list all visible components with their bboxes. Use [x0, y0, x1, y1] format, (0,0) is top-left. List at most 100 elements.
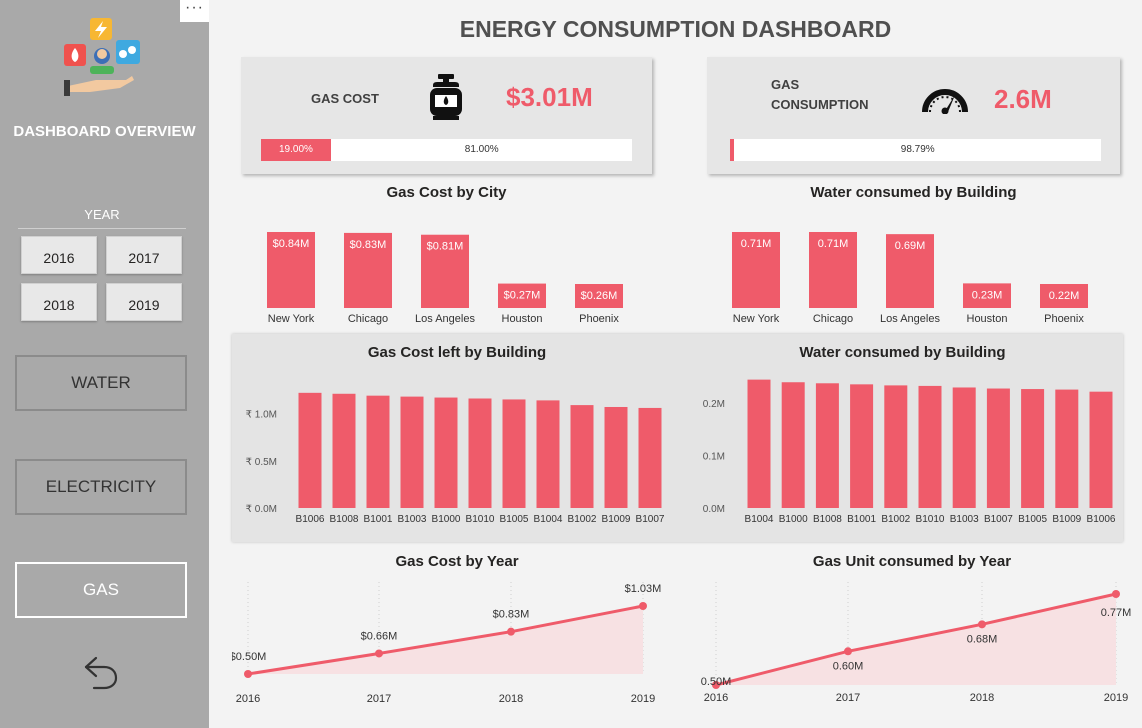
series-line [715, 592, 1117, 687]
gas-consumption-progress-fill [730, 139, 735, 161]
data-point [244, 670, 252, 678]
bar [267, 232, 315, 308]
x-tick-label: Los Angeles [880, 313, 940, 325]
x-tick-label: B1002 [881, 514, 910, 525]
bar [570, 405, 594, 508]
x-tick-label: 2018 [970, 692, 994, 704]
y-tick-label: ₹ 0.5M [246, 457, 277, 468]
page-title: ENERGY CONSUMPTION DASHBOARD [459, 16, 892, 42]
back-arrow-icon[interactable] [82, 652, 120, 690]
gas-consumption-value: 2.6M [994, 84, 1052, 114]
x-tick-label: B1010 [466, 514, 495, 525]
x-tick-label: Chicago [813, 313, 853, 325]
x-tick-label: B1003 [398, 514, 427, 525]
gas-cost-card: GAS COST $3.01M 19.00% 81.00% [241, 57, 652, 174]
bar-data-label: $0.84M [273, 238, 310, 250]
gas-consumption-label-line1: GAS [771, 77, 800, 92]
y-tick-label: ₹ 0.0M [246, 504, 277, 515]
speedometer-icon [922, 89, 968, 114]
x-tick-label: Houston [967, 313, 1008, 325]
bar [1021, 389, 1045, 508]
bar [536, 400, 560, 508]
year-divider [18, 228, 186, 229]
x-tick-label: New York [733, 313, 780, 325]
year-2016-button[interactable]: 2016 [21, 236, 97, 274]
data-point [639, 602, 647, 610]
bar [884, 385, 908, 508]
more-options-button[interactable]: ··· [180, 0, 209, 22]
x-tick-label: B1007 [984, 514, 1013, 525]
electricity-nav-button[interactable]: ELECTRICITY [15, 459, 187, 515]
gas-cost-progress-rest: 81.00% [464, 144, 499, 155]
x-tick-label: B1001 [364, 514, 393, 525]
x-tick-label: B1005 [500, 514, 529, 525]
gas-cost-progress: 19.00% 81.00% [261, 139, 632, 161]
water-nav-button[interactable]: WATER [15, 355, 187, 411]
bar [952, 387, 976, 508]
chart-title-gas-cost-city: Gas Cost by City [386, 184, 507, 201]
bar [298, 392, 322, 508]
bar [1040, 284, 1088, 308]
bar [604, 406, 628, 508]
data-point [375, 649, 383, 658]
bar [421, 234, 469, 308]
bar-data-label: 0.69M [895, 240, 926, 252]
year-2017-button[interactable]: 2017 [106, 236, 182, 274]
x-tick-label: New York [268, 313, 315, 325]
x-tick-label: Chicago [348, 313, 388, 325]
bar [434, 397, 458, 508]
x-tick-label: B1008 [813, 514, 842, 525]
x-tick-label: 2019 [1104, 692, 1128, 704]
data-point [978, 620, 986, 629]
gas-cost-by-year-chart: $0.50M 2016 $0.66M 2017 $0.83M 2018 $1.03M 2019 [232, 582, 662, 705]
water-by-building-chart: 0.0M 0.1M 0.2M B1004 B1000 B1008 B1001 B1002 B10… [703, 379, 1116, 525]
bar-data-label: 0.23M [972, 289, 1003, 301]
bar [815, 383, 839, 508]
data-point [712, 681, 720, 689]
gas-consumption-card: GAS CONSUMPTION 2.6M 98.79% [707, 57, 1120, 174]
bar-data-label: 0.71M [741, 238, 772, 250]
x-tick-label: B1010 [916, 514, 945, 525]
y-tick-label: 0.0M [703, 504, 725, 515]
bar [732, 232, 780, 308]
bar [400, 396, 424, 508]
bar-data-label: $0.83M [350, 239, 387, 251]
chart-title-gas-cost-building: Gas Cost left by Building [367, 344, 547, 361]
data-point [1112, 590, 1120, 598]
bar [638, 407, 662, 508]
gas-cost-progress-fill: 19.00% [261, 139, 332, 161]
x-tick-label: B1005 [1018, 514, 1047, 525]
bar-data-label: 0.22M [1049, 290, 1080, 302]
x-tick-label: 2019 [631, 693, 655, 705]
bar [332, 393, 356, 508]
bar [781, 382, 805, 508]
bar [963, 283, 1011, 308]
bar [498, 283, 546, 308]
bar [1089, 391, 1113, 508]
chart-title-gas-unit-year: Gas Unit consumed by Year [812, 553, 1012, 570]
bar [1055, 389, 1079, 508]
gas-nav-button[interactable]: GAS [15, 562, 187, 618]
bar [747, 379, 771, 508]
x-tick-label: B1004 [534, 514, 563, 525]
chart-title-water-building: Water consumed by Building [799, 344, 1006, 361]
x-tick-label: Houston [502, 313, 543, 325]
x-tick-label: B1009 [602, 514, 631, 525]
x-tick-label: B1008 [330, 514, 359, 525]
series-line [247, 604, 644, 676]
gas-consumption-label-line2: CONSUMPTION [771, 97, 869, 112]
bar [366, 395, 390, 508]
year-2018-button[interactable]: 2018 [21, 283, 97, 321]
point-data-label: 0.60M [833, 660, 864, 672]
point-data-label: 0.77M [1101, 607, 1132, 619]
year-2019-button[interactable]: 2019 [106, 283, 182, 321]
chart-title-gas-cost-year: Gas Cost by Year [395, 553, 519, 570]
x-tick-label: Phoenix [1044, 313, 1084, 325]
point-data-label: $1.03M [625, 583, 662, 595]
point-data-label: $0.83M [493, 609, 530, 621]
x-tick-label: Los Angeles [415, 313, 475, 325]
x-tick-label: B1001 [847, 514, 876, 525]
x-tick-label: B1006 [296, 514, 325, 525]
bar [344, 232, 392, 308]
x-tick-label: B1000 [779, 514, 808, 525]
